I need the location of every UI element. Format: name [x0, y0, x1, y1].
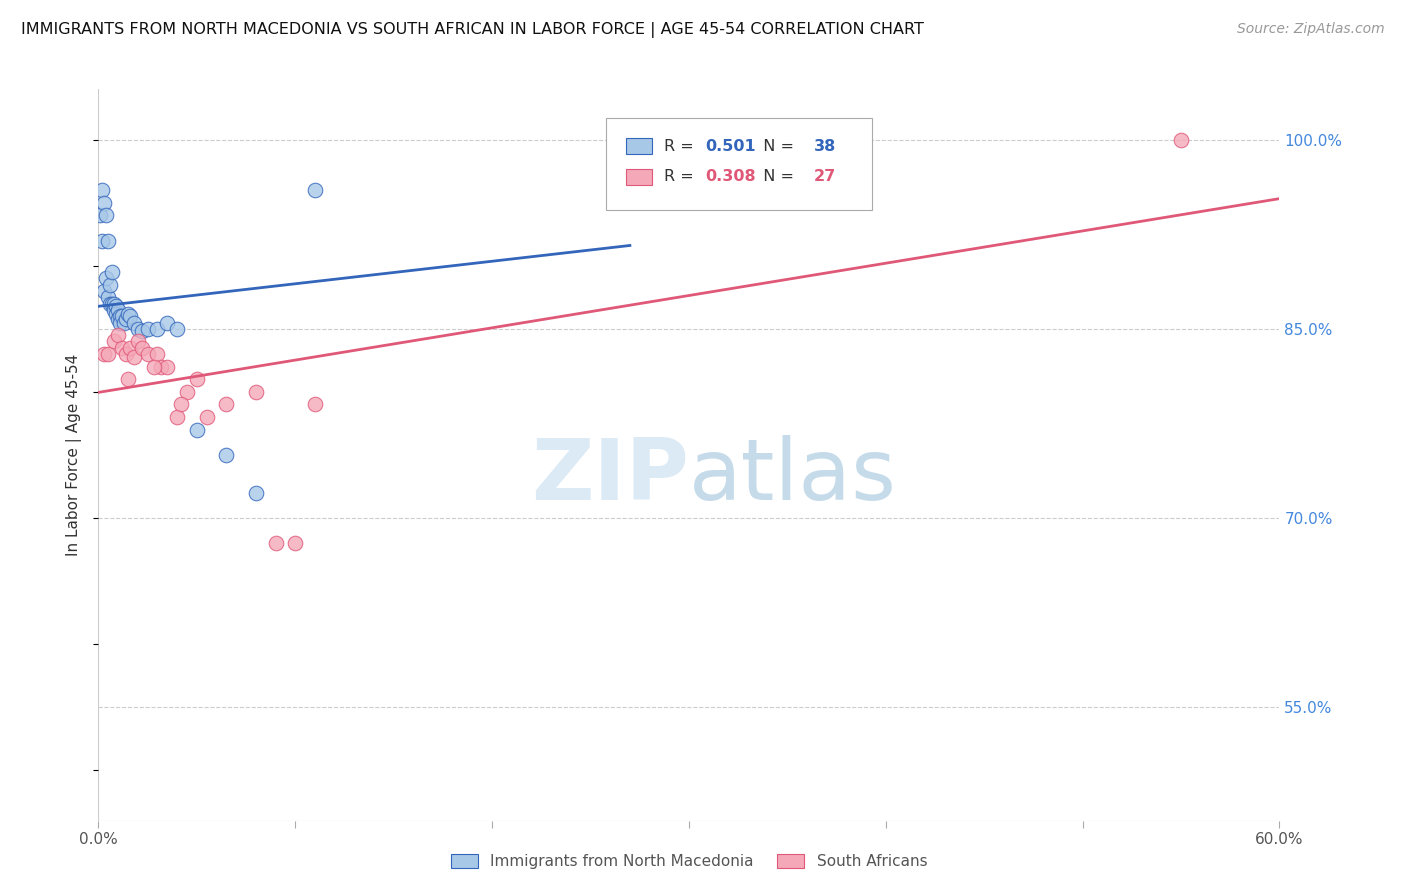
Point — [101, 296, 124, 310]
Point — [103, 296, 125, 310]
Point — [245, 485, 267, 500]
Point — [166, 322, 188, 336]
Point — [103, 334, 125, 349]
Point — [107, 302, 129, 317]
Point — [105, 299, 128, 313]
Point — [117, 307, 139, 321]
Text: R =: R = — [664, 139, 699, 153]
Text: 27: 27 — [814, 169, 837, 185]
Point — [117, 372, 139, 386]
Text: R =: R = — [664, 169, 699, 185]
Text: atlas: atlas — [689, 435, 897, 518]
Point — [122, 316, 145, 330]
Point — [136, 322, 159, 336]
Point — [131, 324, 153, 338]
Text: 0.501: 0.501 — [706, 139, 756, 153]
Point — [176, 384, 198, 399]
Y-axis label: In Labor Force | Age 45-54: In Labor Force | Age 45-54 — [66, 354, 83, 556]
FancyBboxPatch shape — [606, 119, 872, 210]
Point — [91, 234, 114, 248]
Text: 38: 38 — [814, 139, 837, 153]
Point — [97, 234, 120, 248]
Point — [118, 341, 141, 355]
Point — [111, 309, 134, 323]
Point — [107, 328, 129, 343]
Point — [118, 309, 141, 323]
Text: IMMIGRANTS FROM NORTH MACEDONIA VS SOUTH AFRICAN IN LABOR FORCE | AGE 45-54 CORR: IMMIGRANTS FROM NORTH MACEDONIA VS SOUTH… — [21, 22, 924, 38]
Point — [619, 133, 641, 147]
Point — [105, 307, 128, 321]
Point — [93, 195, 115, 210]
Point — [115, 311, 138, 326]
Point — [115, 347, 138, 361]
Point — [156, 359, 179, 374]
Point — [186, 372, 208, 386]
Point — [284, 536, 307, 550]
Point — [146, 322, 169, 336]
Text: N =: N = — [752, 169, 799, 185]
Point — [245, 384, 267, 399]
Point — [96, 208, 118, 222]
Point — [127, 322, 149, 336]
Point — [264, 536, 287, 550]
Point — [107, 311, 129, 326]
Point — [103, 302, 125, 317]
Point — [1170, 133, 1192, 147]
Point — [215, 448, 238, 462]
Point — [96, 271, 118, 285]
Point — [166, 410, 188, 425]
Point — [111, 341, 134, 355]
Point — [142, 359, 165, 374]
Point — [170, 397, 193, 411]
Text: Source: ZipAtlas.com: Source: ZipAtlas.com — [1237, 22, 1385, 37]
Point — [304, 397, 326, 411]
FancyBboxPatch shape — [626, 138, 652, 154]
Point — [122, 350, 145, 364]
Point — [146, 347, 169, 361]
Point — [97, 347, 120, 361]
Point — [91, 183, 114, 197]
Point — [215, 397, 238, 411]
Point — [195, 410, 218, 425]
Point — [127, 334, 149, 349]
Point — [101, 265, 124, 279]
Point — [156, 316, 179, 330]
FancyBboxPatch shape — [626, 169, 652, 185]
Point — [97, 290, 120, 304]
Text: ZIP: ZIP — [531, 435, 689, 518]
Point — [136, 347, 159, 361]
Point — [89, 208, 111, 222]
Text: 0.308: 0.308 — [706, 169, 756, 185]
Legend: Immigrants from North Macedonia, South Africans: Immigrants from North Macedonia, South A… — [444, 847, 934, 875]
Point — [112, 316, 135, 330]
Point — [186, 423, 208, 437]
Point — [108, 309, 131, 323]
Text: N =: N = — [752, 139, 799, 153]
Point — [93, 284, 115, 298]
Point — [304, 183, 326, 197]
Point — [98, 296, 121, 310]
Point — [108, 316, 131, 330]
Point — [131, 341, 153, 355]
Point — [150, 359, 173, 374]
Point — [93, 347, 115, 361]
Point — [98, 277, 121, 292]
